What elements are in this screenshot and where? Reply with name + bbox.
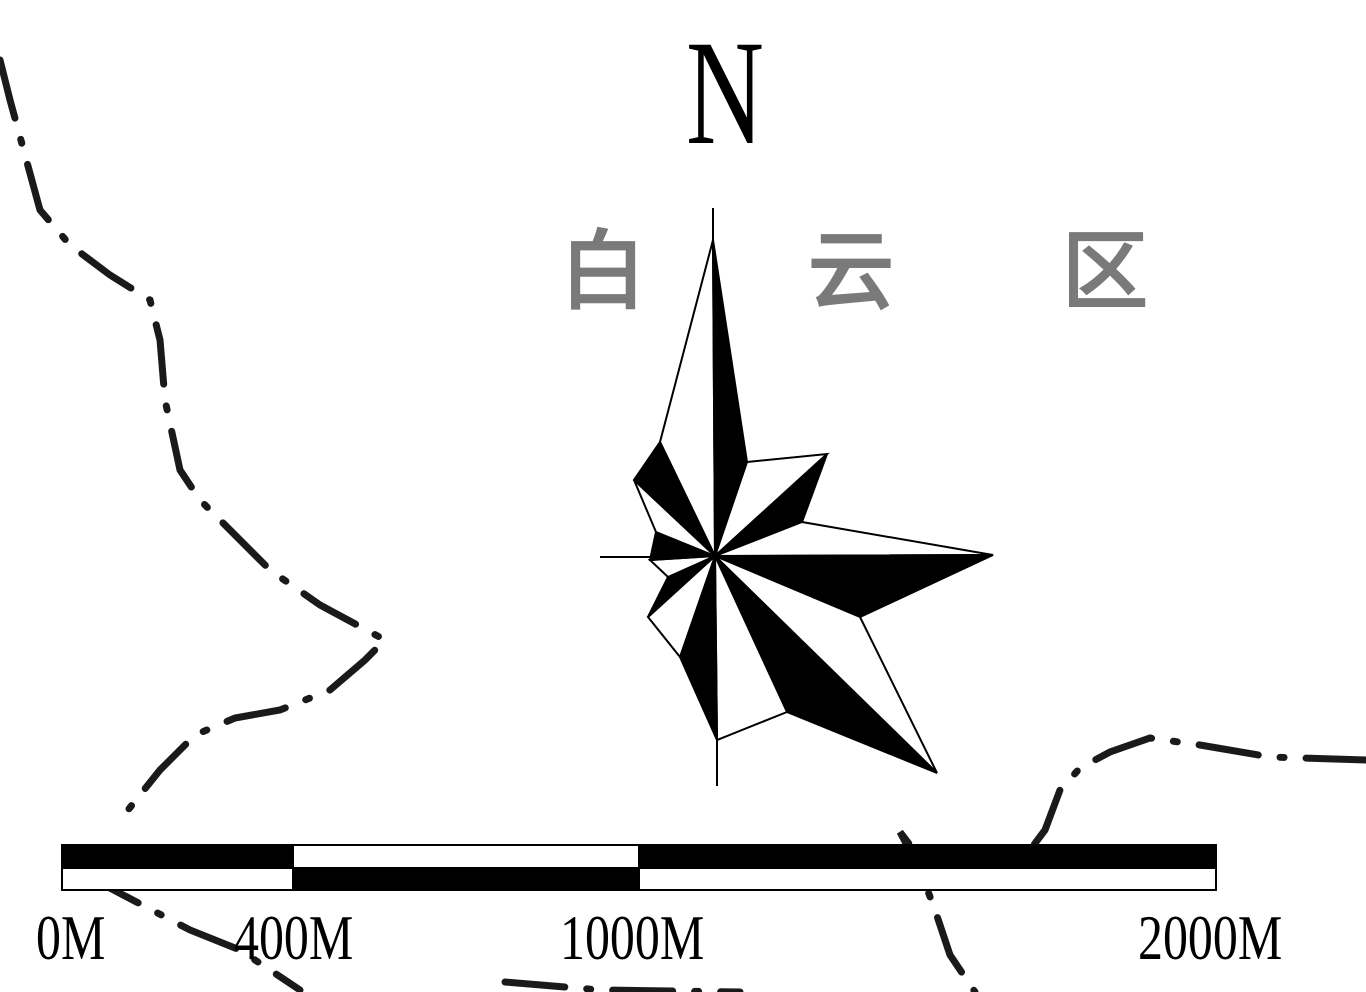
north-arrow [600, 208, 994, 786]
scale-bar-seg1-top [61, 844, 294, 869]
nw-point-dark [632, 440, 716, 557]
boundary-line-south [501, 978, 744, 992]
boundary-line-west [0, 56, 391, 824]
district-label-char-2: 云 [808, 222, 894, 322]
district-label-char-1: 白 [560, 222, 646, 322]
scale-label-1000: 1000M [560, 902, 705, 973]
boundary-line-southwest [81, 871, 304, 992]
scale-bar-seg3-top [638, 844, 1217, 869]
scale-label-2000: 2000M [1138, 902, 1283, 973]
scale-bar [61, 844, 1217, 891]
north-label: N [685, 10, 764, 176]
scale-label-0: 0M [36, 902, 106, 973]
district-label-char-3: 区 [1062, 222, 1148, 322]
scale-label-400: 400M [234, 902, 354, 973]
scale-bar-seg2-bottom [292, 867, 640, 891]
